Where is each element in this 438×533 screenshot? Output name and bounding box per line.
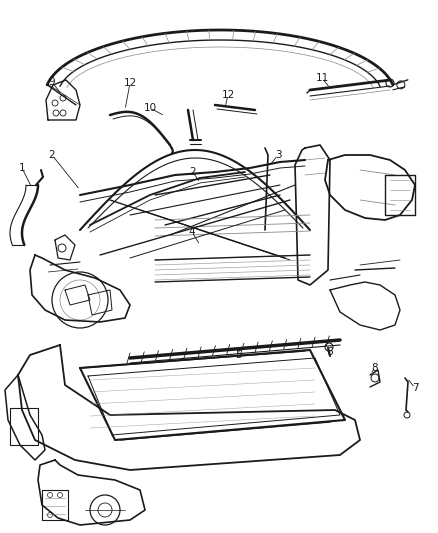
Text: 8: 8 [372, 363, 378, 373]
Text: 12: 12 [124, 78, 137, 88]
Text: 2: 2 [49, 150, 55, 160]
Text: 3: 3 [275, 150, 281, 160]
Text: 7: 7 [412, 383, 418, 393]
Text: 4: 4 [189, 227, 195, 237]
Text: 9: 9 [49, 77, 55, 87]
Text: 6: 6 [327, 347, 333, 357]
Text: 2: 2 [190, 167, 196, 177]
Text: 11: 11 [315, 73, 328, 83]
Text: 5: 5 [235, 350, 241, 360]
Text: 1: 1 [19, 163, 25, 173]
Text: 10: 10 [143, 103, 156, 113]
Text: 12: 12 [221, 90, 235, 100]
